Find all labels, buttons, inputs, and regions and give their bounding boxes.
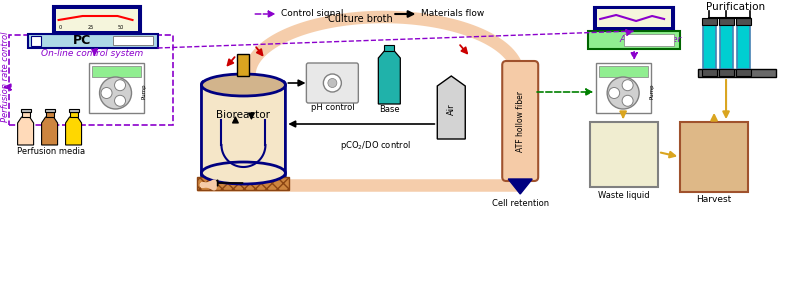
Circle shape — [99, 77, 131, 109]
Text: pCO$_2$/DO control: pCO$_2$/DO control — [340, 138, 410, 151]
Circle shape — [328, 78, 337, 88]
FancyBboxPatch shape — [624, 34, 674, 46]
Text: Bioreactor: Bioreactor — [217, 110, 270, 120]
Circle shape — [101, 88, 112, 99]
Polygon shape — [384, 45, 394, 51]
Polygon shape — [70, 112, 78, 117]
Circle shape — [622, 95, 633, 106]
FancyBboxPatch shape — [91, 66, 141, 77]
Polygon shape — [438, 76, 466, 139]
Circle shape — [609, 88, 620, 99]
Polygon shape — [55, 9, 138, 31]
FancyBboxPatch shape — [703, 25, 716, 69]
Text: Pump: Pump — [142, 83, 146, 99]
Polygon shape — [508, 179, 532, 194]
Text: Cell retention: Cell retention — [492, 200, 549, 208]
FancyBboxPatch shape — [89, 63, 143, 113]
Polygon shape — [22, 112, 30, 117]
FancyBboxPatch shape — [680, 122, 748, 192]
Text: Waste liquid: Waste liquid — [598, 190, 650, 200]
Text: ATF controller: ATF controller — [619, 36, 682, 45]
Polygon shape — [45, 109, 54, 112]
Polygon shape — [66, 117, 82, 145]
FancyBboxPatch shape — [702, 69, 717, 76]
FancyBboxPatch shape — [720, 25, 733, 69]
Text: Base: Base — [379, 105, 400, 115]
Text: PC: PC — [73, 34, 91, 48]
Text: 50: 50 — [118, 25, 124, 30]
FancyBboxPatch shape — [594, 7, 674, 29]
Text: Purification: Purification — [706, 2, 766, 12]
FancyBboxPatch shape — [113, 36, 153, 45]
FancyBboxPatch shape — [202, 81, 286, 179]
Text: Materials flow: Materials flow — [422, 10, 485, 18]
FancyBboxPatch shape — [698, 69, 776, 77]
Circle shape — [114, 95, 126, 106]
Polygon shape — [69, 109, 78, 112]
FancyBboxPatch shape — [588, 31, 680, 49]
FancyBboxPatch shape — [719, 18, 734, 25]
FancyBboxPatch shape — [28, 34, 158, 48]
Circle shape — [622, 80, 633, 91]
Text: Culture broth: Culture broth — [328, 14, 393, 24]
FancyBboxPatch shape — [599, 66, 648, 77]
FancyBboxPatch shape — [596, 63, 651, 113]
Polygon shape — [18, 117, 34, 145]
FancyBboxPatch shape — [597, 9, 671, 27]
FancyBboxPatch shape — [719, 69, 734, 76]
Polygon shape — [378, 51, 400, 104]
Circle shape — [114, 80, 126, 91]
Circle shape — [323, 74, 342, 92]
FancyBboxPatch shape — [736, 18, 751, 25]
FancyBboxPatch shape — [737, 25, 750, 69]
Text: On-line control system: On-line control system — [42, 50, 144, 59]
Text: ATF hollow fiber: ATF hollow fiber — [516, 91, 525, 151]
Text: pH control: pH control — [310, 102, 354, 111]
FancyBboxPatch shape — [30, 36, 41, 46]
Text: 0: 0 — [59, 25, 62, 30]
Ellipse shape — [202, 74, 286, 96]
Text: Perfusion rate control: Perfusion rate control — [1, 31, 10, 122]
Polygon shape — [42, 117, 58, 145]
FancyBboxPatch shape — [590, 122, 658, 187]
FancyBboxPatch shape — [198, 177, 290, 190]
Polygon shape — [53, 6, 141, 34]
Text: Harvest: Harvest — [697, 195, 732, 205]
Text: Air: Air — [446, 103, 456, 115]
FancyBboxPatch shape — [306, 63, 358, 103]
Text: Pump: Pump — [649, 83, 654, 99]
FancyBboxPatch shape — [736, 69, 751, 76]
Polygon shape — [21, 109, 30, 112]
Text: Control signal: Control signal — [282, 10, 344, 18]
FancyBboxPatch shape — [502, 61, 538, 181]
FancyBboxPatch shape — [238, 54, 250, 76]
Text: 25: 25 — [87, 25, 94, 30]
Circle shape — [607, 77, 639, 109]
Text: Perfusion media: Perfusion media — [17, 146, 85, 156]
Ellipse shape — [202, 162, 286, 184]
Polygon shape — [46, 112, 54, 117]
FancyBboxPatch shape — [702, 18, 717, 25]
